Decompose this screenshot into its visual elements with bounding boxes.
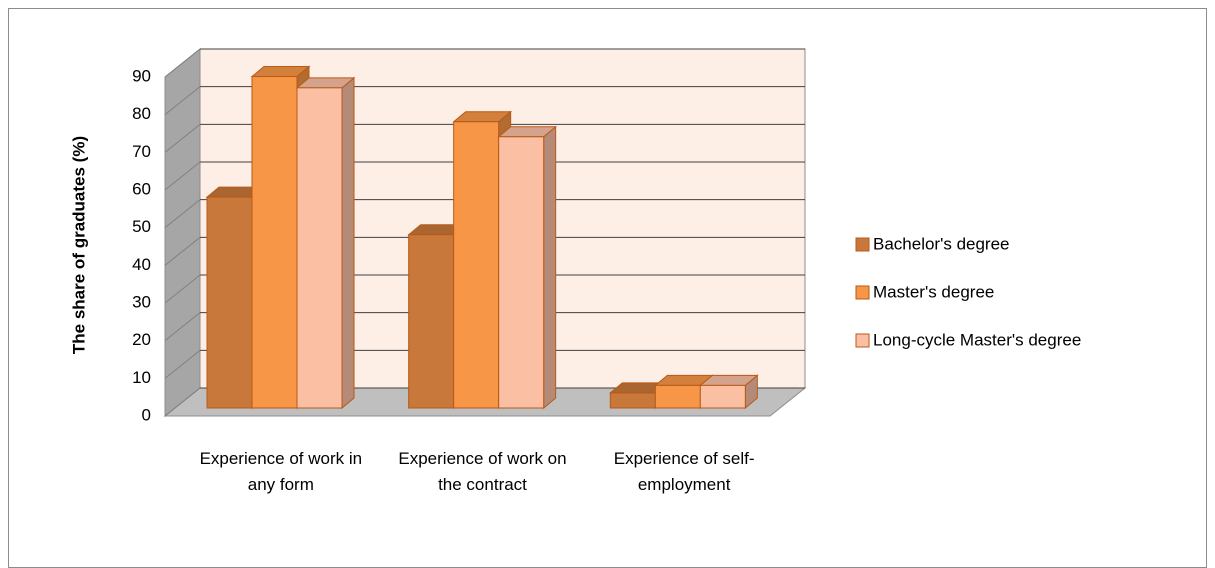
y-tick-label: 90 <box>132 66 151 85</box>
grid-line-side <box>164 312 201 342</box>
bar-side <box>543 125 557 410</box>
y-tick-label: 70 <box>132 142 151 161</box>
grid-line-side <box>164 199 201 229</box>
legend-label: Bachelor's degree <box>873 234 1010 253</box>
grid-line-side <box>164 387 201 417</box>
y-tick-label: 80 <box>132 104 151 123</box>
bar <box>408 234 455 409</box>
bar <box>699 384 746 409</box>
y-axis-label: The share of graduates (%) <box>69 136 88 354</box>
bar <box>498 136 545 409</box>
legend-swatch <box>855 333 870 348</box>
y-tick-label: 20 <box>132 330 151 349</box>
grid-line-side <box>164 123 201 153</box>
bar <box>609 392 656 409</box>
legend-swatch <box>855 237 870 252</box>
grid-line-side <box>164 86 201 116</box>
x-tick-label: Experience of self-employment <box>613 449 755 494</box>
grid-line-side <box>164 161 201 191</box>
legend-label: Long-cycle Master's degree <box>873 330 1081 349</box>
legend-swatch <box>855 285 870 300</box>
side-wall <box>164 47 201 418</box>
x-tick-label: Experience of work on the contract <box>398 449 567 494</box>
y-tick-label: 10 <box>132 368 151 387</box>
y-tick-label: 40 <box>132 255 151 274</box>
grid-line-side <box>164 349 201 379</box>
grid-line-side <box>164 48 201 78</box>
grid-line-side <box>164 236 201 266</box>
bar <box>206 196 253 409</box>
bar <box>251 76 298 409</box>
y-tick-label: 0 <box>142 405 151 424</box>
y-tick-label: 60 <box>132 179 151 198</box>
bar <box>654 384 701 409</box>
x-tick-label: Experience of work in any form <box>199 449 363 494</box>
y-tick-label: 50 <box>132 217 151 236</box>
bar-side <box>341 76 355 410</box>
legend-label: Master's degree <box>873 282 994 301</box>
bar <box>453 121 500 409</box>
grid-line-side <box>164 274 201 304</box>
bar <box>296 87 343 409</box>
y-tick-label: 30 <box>132 292 151 311</box>
